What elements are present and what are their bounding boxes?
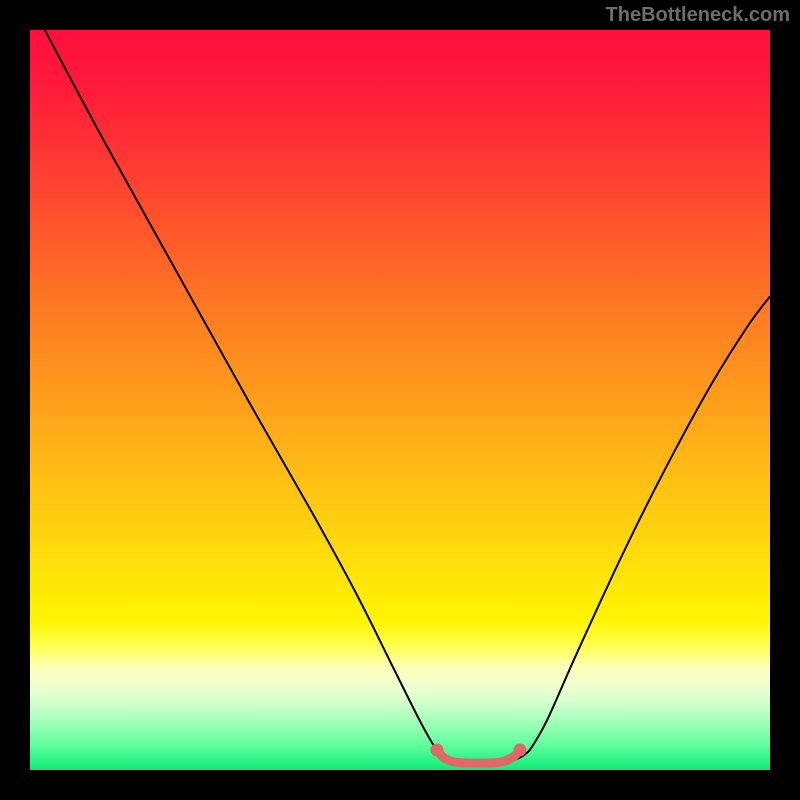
plot-background <box>30 30 770 770</box>
chart-stage: TheBottleneck.com <box>0 0 800 800</box>
watermark-text: TheBottleneck.com <box>606 4 790 27</box>
bottleneck-curve-chart <box>0 0 800 800</box>
optimal-range-marker-right <box>513 744 526 757</box>
optimal-range-marker-left <box>431 744 444 757</box>
